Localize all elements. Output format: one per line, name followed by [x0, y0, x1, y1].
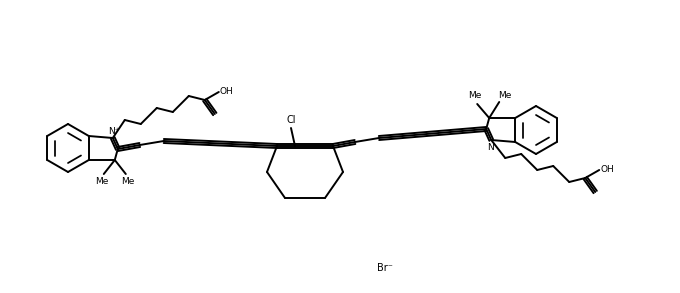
Text: Me: Me	[498, 91, 512, 100]
Text: Me: Me	[121, 176, 135, 185]
Text: N⁺: N⁺	[108, 127, 120, 137]
Text: OH: OH	[220, 88, 234, 96]
Text: Br⁻: Br⁻	[377, 263, 393, 273]
Text: Cl: Cl	[286, 115, 296, 125]
Text: N: N	[487, 142, 494, 151]
Text: OH: OH	[600, 166, 614, 175]
Text: Me: Me	[469, 91, 482, 100]
Text: Me: Me	[95, 176, 109, 185]
